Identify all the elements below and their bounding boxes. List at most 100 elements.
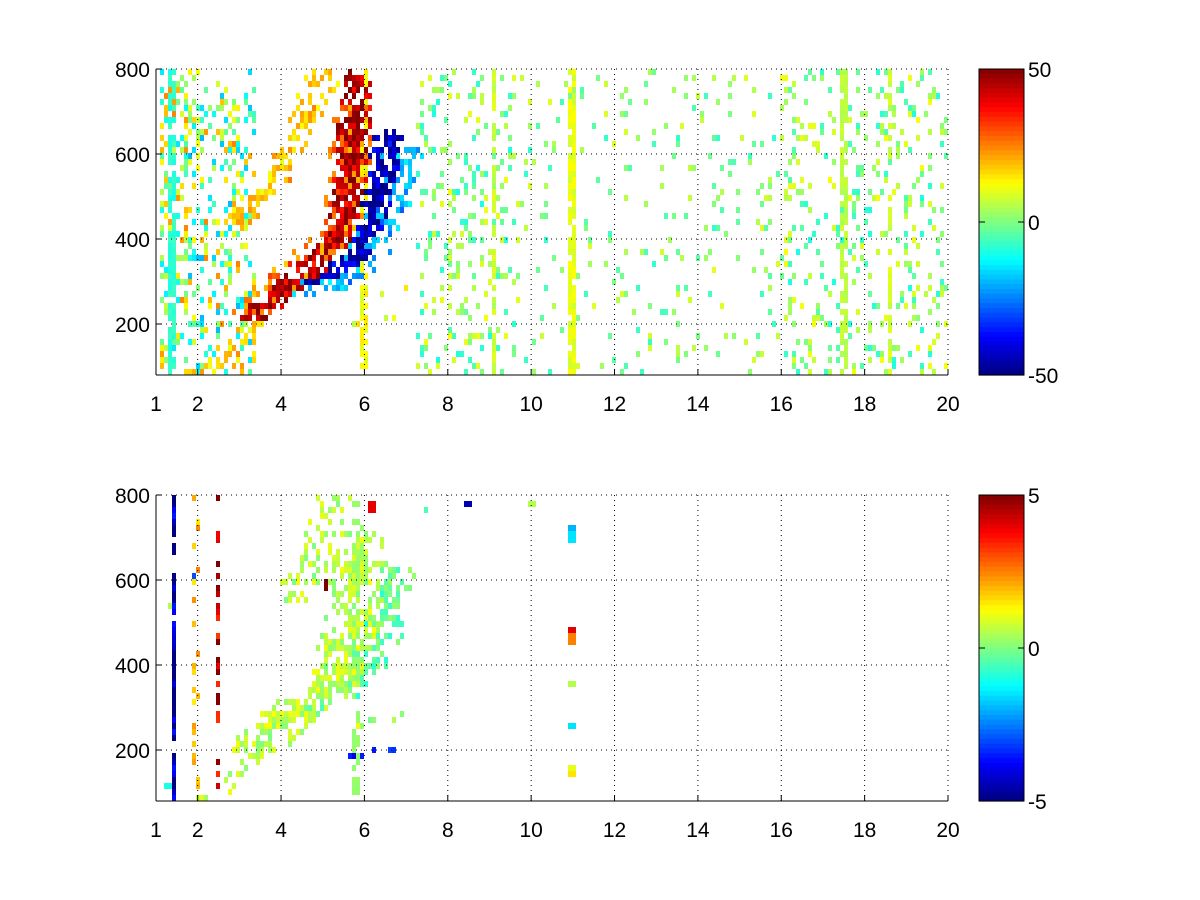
- heatmap-cell: [192, 183, 196, 189]
- heatmap-cell: [928, 183, 932, 189]
- heatmap-cell: [232, 213, 236, 219]
- heatmap-cell: [792, 225, 796, 231]
- colorbar: 50-5: [978, 485, 1047, 814]
- heatmap-cell: [356, 543, 360, 549]
- heatmap-cell: [372, 627, 376, 633]
- heatmap-cell: [212, 165, 216, 171]
- heatmap-cell: [256, 747, 260, 753]
- heatmap-cell: [840, 105, 844, 111]
- heatmap-cell: [244, 303, 248, 309]
- heatmap-cell: [340, 675, 344, 681]
- heatmap-cell: [368, 597, 372, 603]
- heatmap-cell: [252, 303, 256, 309]
- y-tick-label: 800: [115, 485, 150, 508]
- x-tick-label: 12: [603, 393, 626, 416]
- heatmap-cell: [360, 663, 364, 669]
- heatmap-cell: [316, 555, 320, 561]
- heatmap-cell: [844, 183, 848, 189]
- heatmap-cell: [480, 99, 484, 105]
- heatmap-cell: [188, 279, 192, 285]
- colorbar-swatch: [979, 566, 1024, 573]
- heatmap-cell: [280, 165, 284, 171]
- heatmap-cell: [568, 183, 572, 189]
- heatmap-cell: [184, 207, 188, 213]
- heatmap-cell: [360, 147, 364, 153]
- heatmap-cell: [208, 123, 212, 129]
- heatmap-cell: [348, 279, 352, 285]
- heatmap-cell: [348, 165, 352, 171]
- heatmap-cell: [184, 117, 188, 123]
- heatmap-cell: [356, 171, 360, 177]
- heatmap-cell: [284, 717, 288, 723]
- heatmap-cell: [372, 189, 376, 195]
- heatmap-cell: [572, 267, 576, 273]
- heatmap-cell: [280, 153, 284, 159]
- heatmap-cell: [216, 717, 220, 723]
- heatmap-cell: [332, 273, 336, 279]
- heatmap-cell: [172, 501, 176, 507]
- heatmap-cell: [388, 201, 392, 207]
- heatmap-cell: [352, 177, 356, 183]
- heatmap-cell: [940, 231, 944, 237]
- heatmap-cell: [392, 141, 396, 147]
- heatmap-cell: [188, 111, 192, 117]
- heatmap-cell: [384, 597, 388, 603]
- heatmap-cell: [352, 633, 356, 639]
- heatmap-cell: [172, 699, 176, 705]
- colorbar-swatch: [979, 676, 1024, 683]
- heatmap-cell: [312, 279, 316, 285]
- heatmap-cell: [352, 693, 356, 699]
- heatmap-cell: [276, 723, 280, 729]
- heatmap-cell: [848, 195, 852, 201]
- heatmap-cell: [184, 147, 188, 153]
- heatmap-cell: [420, 189, 424, 195]
- heatmap-cell: [236, 735, 240, 741]
- heatmap-cell: [184, 105, 188, 111]
- heatmap-cell: [316, 711, 320, 717]
- heatmap-cell: [384, 165, 388, 171]
- heatmap-cell: [568, 723, 572, 729]
- colorbar-swatch: [979, 724, 1024, 730]
- heatmap-cell: [176, 195, 180, 201]
- heatmap-cell: [240, 177, 244, 183]
- heatmap-cell: [560, 267, 564, 273]
- heatmap-cell: [916, 117, 920, 123]
- heatmap-cell: [208, 105, 212, 111]
- heatmap-cell: [836, 303, 840, 309]
- heatmap-cell: [368, 645, 372, 651]
- heatmap-cell: [356, 693, 360, 699]
- heatmap-cell: [224, 177, 228, 183]
- heatmap-cell: [364, 273, 368, 279]
- heatmap-cell: [840, 309, 844, 315]
- heatmap-cell: [856, 189, 860, 195]
- heatmap-cell: [204, 231, 208, 237]
- heatmap-cell: [364, 249, 368, 255]
- heatmap-cell: [368, 231, 372, 237]
- heatmap-cell: [304, 717, 308, 723]
- x-tick-label: 16: [770, 393, 793, 416]
- colorbar-swatch: [979, 600, 1024, 606]
- heatmap-cell: [228, 351, 232, 357]
- colorbar-swatch: [979, 686, 1024, 692]
- colorbar-swatch: [979, 198, 1024, 204]
- heatmap-cell: [864, 219, 868, 225]
- heatmap-cell: [172, 69, 176, 75]
- heatmap-cell: [568, 303, 572, 309]
- heatmap-cell: [244, 339, 248, 345]
- heatmap-cell: [280, 291, 284, 297]
- heatmap-cell: [584, 291, 588, 297]
- heatmap-cell: [584, 219, 588, 225]
- x-tick-label: 1: [150, 393, 162, 416]
- heatmap-cell: [316, 549, 320, 555]
- heatmap-cell: [324, 267, 328, 273]
- colorbar-swatch: [979, 714, 1024, 721]
- heatmap-cell: [360, 723, 364, 729]
- heatmap-cell: [912, 225, 916, 231]
- colorbar-swatch: [979, 738, 1024, 745]
- heatmap-cell: [764, 195, 768, 201]
- heatmap-cell: [480, 237, 484, 243]
- heatmap-cell: [488, 327, 492, 333]
- heatmap-cell: [336, 591, 340, 597]
- heatmap-cell: [168, 267, 172, 273]
- heatmap-cell: [168, 105, 172, 111]
